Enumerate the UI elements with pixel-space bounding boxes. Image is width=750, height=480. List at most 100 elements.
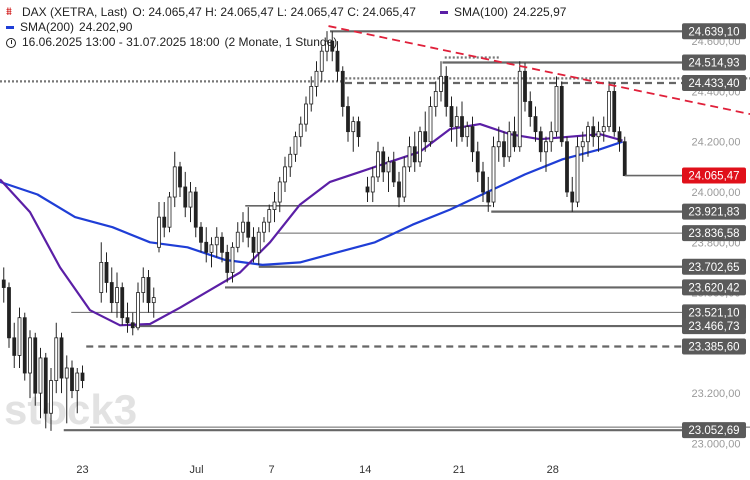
candle — [241, 212, 245, 243]
candle — [412, 131, 417, 172]
candle — [178, 161, 182, 198]
candle-body — [346, 106, 350, 133]
candle — [183, 171, 188, 218]
candle-body — [80, 372, 85, 381]
candle-body — [115, 287, 119, 304]
candle — [397, 171, 401, 208]
candle-body — [293, 136, 298, 155]
level-label-bg — [682, 422, 746, 439]
legend-sma100-label: SMA(100) — [454, 5, 509, 19]
candle — [444, 66, 449, 117]
candle-body — [146, 277, 151, 304]
level-label-text: 23.702,65 — [688, 262, 739, 274]
candle — [277, 176, 282, 213]
candle-body — [376, 151, 380, 178]
candle-body — [591, 126, 596, 138]
candle — [246, 207, 251, 248]
candle — [22, 312, 27, 381]
candle — [125, 302, 130, 333]
watermark-logo: stock3 — [4, 386, 137, 433]
candle — [544, 136, 548, 172]
candle-body — [544, 141, 548, 153]
candle-body — [391, 161, 396, 183]
candle-body — [565, 141, 569, 193]
level-label-bg — [682, 258, 746, 275]
level-label: 23.466,73 — [682, 318, 746, 335]
candle — [309, 76, 314, 112]
candle — [188, 181, 193, 223]
candle — [104, 252, 109, 293]
x-tick-label: 14 — [359, 464, 371, 476]
level-label: 24.433,40 — [682, 75, 746, 92]
candle-body — [235, 231, 240, 248]
level-label-bg — [682, 203, 746, 220]
x-tick-label: 21 — [453, 464, 465, 476]
legend-sma200-row: SMA(200) 24.202,90 — [6, 20, 416, 35]
candle-body — [298, 123, 303, 138]
candle-body — [33, 337, 38, 394]
candle-body — [130, 322, 135, 329]
candle-body — [120, 287, 125, 319]
candle — [28, 330, 32, 399]
candle — [288, 146, 293, 177]
candle-body — [512, 131, 517, 148]
legend-sma200-label: SMA(200) — [20, 20, 75, 34]
candle — [298, 116, 303, 147]
level-label-text: 24.433,40 — [688, 78, 739, 90]
candle — [512, 116, 517, 152]
level-label: 23.052,69 — [682, 422, 746, 439]
candle-body — [17, 317, 22, 356]
candle-body — [99, 261, 104, 293]
candle-body — [109, 282, 114, 304]
candle-body — [12, 337, 17, 356]
level-label-text: 23.466,73 — [688, 321, 739, 333]
candle-body — [465, 126, 470, 138]
y-tick-label: 23.000,00 — [692, 438, 741, 450]
candle — [423, 111, 428, 152]
level-label-bg — [682, 75, 746, 92]
candle-body — [423, 131, 428, 143]
candle-body — [351, 121, 356, 133]
candle — [38, 347, 43, 419]
candle-body — [167, 196, 172, 228]
candle — [251, 227, 256, 263]
candle — [199, 222, 203, 253]
x-tick-label: 23 — [76, 464, 88, 476]
candle — [325, 31, 329, 62]
candle-body — [125, 317, 130, 324]
level-label: 24.514,93 — [682, 54, 746, 71]
candle — [580, 131, 585, 162]
candle — [507, 121, 512, 162]
level-label-bg — [682, 54, 746, 71]
sma100-swatch — [440, 10, 448, 14]
candle-body — [188, 191, 193, 208]
candle — [193, 186, 198, 238]
candle — [220, 232, 224, 263]
candle — [538, 126, 543, 162]
candle-body — [246, 221, 251, 238]
candle — [130, 312, 135, 336]
level-label-bg — [682, 23, 746, 40]
level-label-text: 24.514,93 — [688, 58, 739, 70]
candle-body — [418, 131, 422, 163]
candle-body — [502, 141, 506, 158]
candle-body — [460, 116, 464, 138]
candle — [391, 151, 396, 187]
candle — [465, 121, 470, 147]
candle — [162, 202, 167, 238]
candle — [612, 83, 617, 137]
candle-body — [304, 103, 308, 125]
candle-body — [104, 261, 109, 283]
level-label: 23.836,58 — [682, 225, 746, 242]
candle — [7, 282, 11, 348]
candle — [591, 116, 596, 147]
candle-body — [575, 146, 580, 203]
legend-range-note: (2 Monate, 1 Stunde) — [224, 35, 338, 49]
candle-body — [241, 221, 245, 233]
candle — [172, 151, 177, 208]
candle — [533, 106, 538, 142]
legend-ohlc: O: 24.065,47 H: 24.065,47 L: 24.065,47 C… — [132, 5, 416, 19]
candle-body — [38, 357, 43, 394]
candle-body — [288, 153, 293, 168]
candle — [517, 61, 522, 152]
